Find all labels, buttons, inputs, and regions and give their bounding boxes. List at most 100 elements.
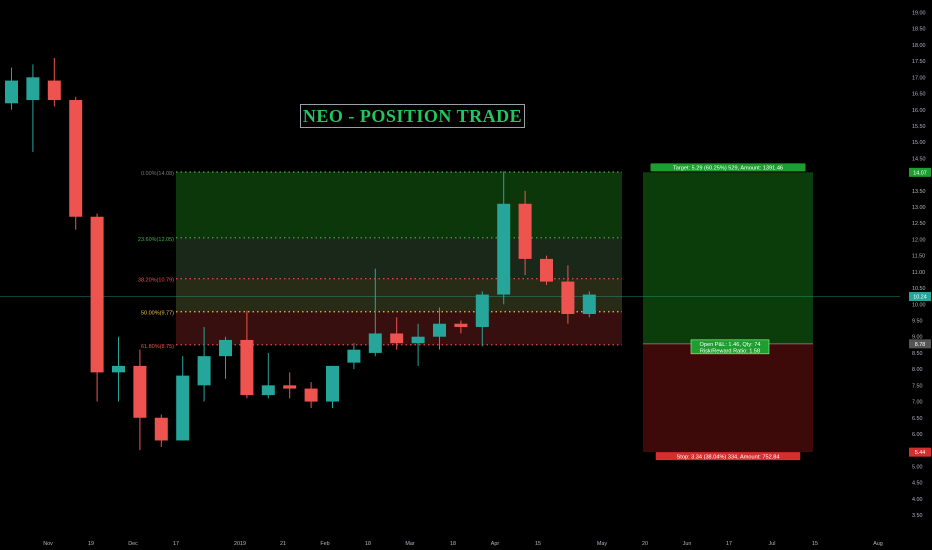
pnl-label: Open P&L: 1.46, Qty: 74 — [700, 342, 761, 348]
y-tick-label: 9.00 — [912, 335, 923, 341]
y-tick-label: 4.50 — [912, 481, 923, 487]
y-tick-label: 10.50 — [912, 286, 926, 292]
candle-body — [90, 216, 104, 373]
candle-body — [69, 100, 83, 217]
y-tick-label: 5.00 — [912, 464, 923, 470]
stop-label-bg — [655, 452, 801, 461]
y-tick-label: 14.50 — [912, 156, 926, 162]
x-tick-label: 18 — [365, 541, 371, 547]
x-tick-label: 15 — [535, 541, 541, 547]
y-tick-label: 16.00 — [912, 108, 926, 114]
price-tag-current: 10.24 — [913, 295, 927, 301]
y-tick-label: 12.50 — [912, 221, 926, 227]
x-tick-label: 17 — [726, 541, 732, 547]
y-tick-label: 7.50 — [912, 383, 923, 389]
x-tick-label: Jun — [683, 541, 692, 547]
y-tick-label: 16.50 — [912, 92, 926, 98]
candle-body — [582, 294, 596, 315]
fib-zone — [176, 237, 622, 279]
candle-body — [454, 323, 468, 327]
target-label-bg — [650, 163, 806, 172]
candle-body — [283, 385, 297, 389]
x-tick-label: Apr — [491, 541, 500, 547]
stop-zone — [643, 343, 813, 453]
candle-body — [411, 336, 425, 344]
candle-body — [197, 356, 211, 386]
candle-body — [368, 333, 382, 353]
chart-title: NEO - POSITION TRADE — [302, 105, 523, 126]
price-tag-current-bg — [909, 292, 931, 302]
x-tick-label: Aug — [873, 541, 883, 547]
candle-body — [261, 385, 275, 396]
candle-body — [5, 80, 18, 104]
y-tick-label: 11.50 — [912, 254, 925, 260]
chart-title-box: NEO - POSITION TRADE — [300, 104, 525, 128]
y-tick-label: 13.00 — [912, 205, 926, 211]
candle-body — [497, 203, 511, 295]
x-tick-label: Jul — [769, 541, 776, 547]
fib-level-label: 0.00%(14.08) — [141, 171, 174, 177]
y-tick-label: 4.00 — [912, 497, 923, 503]
candle-body — [240, 339, 254, 396]
pnl-box — [690, 339, 770, 355]
candle-body — [219, 339, 232, 357]
y-tick-label: 3.50 — [912, 513, 923, 519]
x-tick-label: 21 — [280, 541, 286, 547]
y-tick-label: 15.50 — [912, 124, 926, 130]
candle-body — [518, 203, 532, 259]
y-tick-label: 12.00 — [912, 237, 926, 243]
y-tick-label: 8.50 — [912, 351, 923, 357]
candle-body — [47, 80, 61, 101]
x-tick-label: 15 — [812, 541, 818, 547]
y-tick-label: 18.50 — [912, 27, 926, 33]
candle-body — [154, 417, 168, 441]
x-tick-label: 20 — [642, 541, 648, 547]
y-tick-label: 19.00 — [912, 10, 926, 16]
y-tick-label: 9.50 — [912, 318, 923, 324]
fib-zone — [176, 278, 622, 312]
stop-label: Stop: 3.34 (38.04%) 334, Amount: 752.84 — [677, 454, 780, 460]
x-tick-label: Dec — [128, 541, 138, 547]
candle-body — [133, 365, 147, 418]
x-tick-label: Nov — [43, 541, 53, 547]
candle-body — [112, 365, 125, 373]
y-tick-label: 6.00 — [912, 432, 923, 438]
y-tick-label: 8.00 — [912, 367, 923, 373]
candle-body — [176, 375, 190, 441]
candle-body — [561, 281, 575, 315]
price-tag-entry-bg — [909, 339, 931, 349]
y-tick-label: 18.00 — [912, 43, 926, 49]
y-tick-label: 15.00 — [912, 140, 926, 146]
candle-body — [304, 388, 318, 402]
x-tick-label: Mar — [405, 541, 414, 547]
fib-level-label: 50.00%(9.77) — [141, 311, 174, 317]
x-tick-label: 19 — [88, 541, 94, 547]
x-tick-label: May — [597, 541, 607, 547]
x-tick-label: 2019 — [234, 541, 246, 547]
candle-body — [540, 258, 553, 282]
candle-body — [475, 294, 489, 327]
target-label: Target: 5.29 (60.25%) 529, Amount: 1391.… — [673, 166, 783, 172]
price-tag-stop: 5.44 — [915, 450, 926, 456]
fib-level-label: 61.80%(8.75) — [141, 344, 174, 350]
candle-body — [390, 333, 404, 344]
price-tag-target: 14.07 — [913, 170, 927, 176]
x-tick-label: Feb — [320, 541, 329, 547]
candle-body — [433, 323, 446, 337]
price-tag-stop-bg — [909, 447, 931, 457]
fib-level-label: 38.20%(10.79) — [138, 278, 174, 284]
y-tick-label: 10.00 — [912, 302, 926, 308]
candle-body — [347, 349, 361, 363]
y-tick-label: 11.00 — [912, 270, 925, 276]
y-tick-label: 13.50 — [912, 189, 926, 195]
y-tick-label: 17.00 — [912, 75, 926, 81]
fib-zone — [176, 172, 622, 238]
target-zone — [643, 172, 813, 344]
price-tag-target-bg — [909, 167, 931, 177]
y-tick-label: 6.50 — [912, 416, 923, 422]
x-tick-label: 18 — [450, 541, 456, 547]
candle-body — [326, 365, 339, 402]
x-tick-label: 17 — [173, 541, 179, 547]
risk-reward-label: Risk/Reward Ratio: 1.58 — [700, 348, 760, 354]
